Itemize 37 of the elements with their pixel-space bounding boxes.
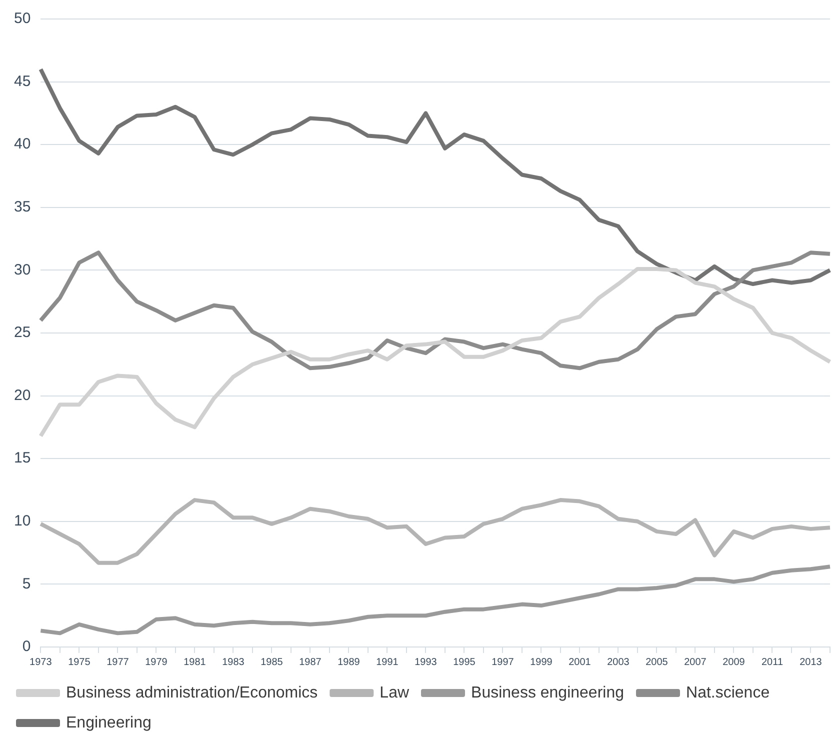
y-tick-label: 30	[14, 261, 31, 278]
x-tick-label: 2005	[646, 656, 668, 668]
x-tick-label: 2011	[761, 656, 784, 668]
x-tick-label: 2009	[722, 656, 746, 668]
y-tick-label: 40	[14, 136, 31, 153]
x-tick-label: 1989	[338, 656, 360, 668]
y-tick-label: 10	[14, 512, 31, 530]
y-tick-label: 25	[14, 324, 31, 342]
x-tick-label: 1979	[145, 656, 168, 668]
y-tick-label: 45	[14, 72, 31, 90]
legend-label: Engineering	[66, 714, 152, 732]
x-tick-label: 1995	[453, 656, 476, 668]
x-tick-label: 2007	[684, 656, 707, 668]
x-tick-label: 2003	[607, 656, 630, 668]
x-tick-label: 1993	[414, 656, 438, 668]
x-tick-label: 1981	[184, 656, 206, 668]
x-tick-label: 1977	[106, 656, 130, 668]
x-tick-label: 1997	[492, 656, 514, 668]
x-tick-label: 1975	[68, 656, 91, 668]
x-tick-label: 2001	[568, 656, 592, 668]
x-tick-label: 1999	[530, 656, 553, 668]
legend-label: Business engineering	[471, 684, 624, 702]
x-tick-label: 1985	[260, 656, 284, 668]
x-tick-label: 2013	[800, 656, 822, 668]
y-tick-label: 0	[22, 638, 31, 656]
legend-label: Law	[380, 684, 410, 702]
y-tick-label: 15	[14, 450, 31, 467]
x-tick-label: 1991	[376, 656, 399, 668]
x-tick-label: 1983	[222, 656, 245, 668]
x-tick-label: 1973	[30, 656, 52, 668]
legend-label: Nat.science	[686, 684, 770, 702]
y-tick-label: 5	[22, 575, 31, 592]
y-tick-label: 50	[14, 10, 31, 28]
y-tick-label: 20	[14, 386, 31, 404]
legend-label: Business administration/Economics	[66, 684, 318, 702]
y-tick-label: 35	[14, 198, 31, 216]
x-tick-label: 1987	[299, 656, 322, 668]
